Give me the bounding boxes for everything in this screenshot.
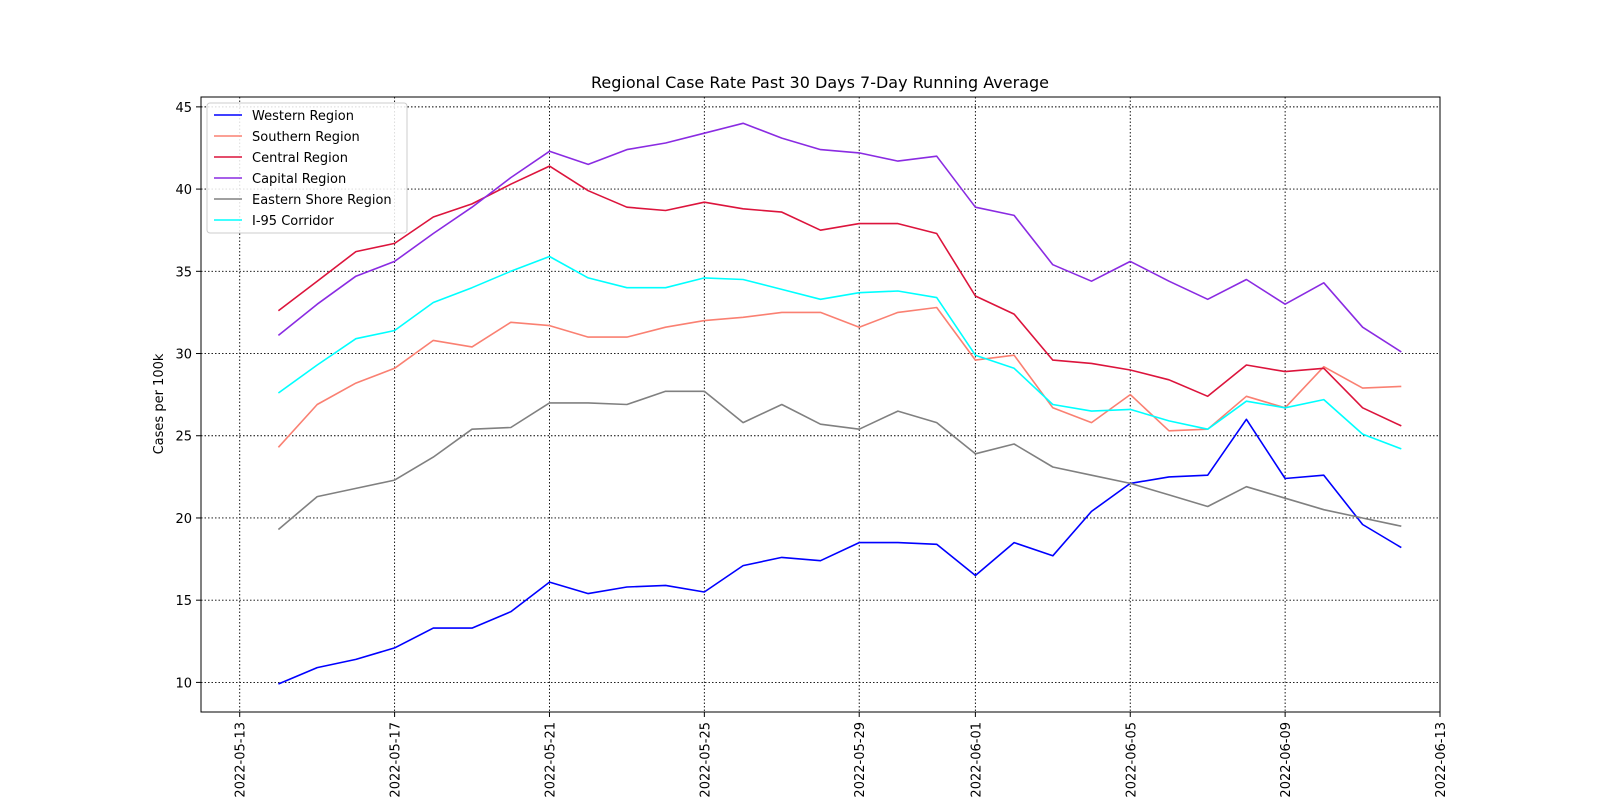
x-tick-label: 2022-05-21: [543, 722, 558, 798]
y-tick-label: 25: [175, 430, 192, 445]
x-tick-label: 2022-05-17: [389, 722, 404, 798]
series-line-5: [277, 255, 1402, 450]
y-tick-label: 40: [175, 183, 192, 198]
series-line-4: [277, 390, 1402, 531]
y-axis-label: Cases per 100k: [152, 353, 167, 454]
x-tick-label: 2022-06-01: [969, 722, 984, 798]
y-tick-label: 30: [175, 348, 192, 363]
legend-label: Capital Region: [252, 172, 346, 187]
chart-title: Regional Case Rate Past 30 Days 7-Day Ru…: [591, 73, 1049, 92]
legend: Western Region Southern Region Central Reg…: [206, 102, 408, 234]
series-line-3: [277, 122, 1402, 353]
x-tick-label: 2022-06-05: [1124, 722, 1139, 798]
series-lines: [277, 122, 1402, 685]
x-axis-ticks: 2022-05-13 2022-05-17 2022-05-21 2022-05-25…: [234, 712, 1449, 798]
y-tick-label: 15: [175, 594, 192, 609]
x-tick-label: 2022-06-09: [1279, 722, 1294, 798]
y-axis-ticks: 10 15 20 25 30 35 40 45: [175, 101, 201, 691]
x-tick-label: 2022-05-13: [234, 722, 249, 798]
legend-box: [206, 102, 408, 234]
plot-frame: [200, 96, 1441, 713]
series-line-0: [278, 418, 1402, 685]
series-line-2: [277, 165, 1402, 427]
legend-label: Eastern Shore Region: [252, 193, 392, 208]
x-tick-label: 2022-05-25: [698, 722, 713, 798]
legend-label: Southern Region: [252, 130, 360, 145]
y-tick-label: 35: [175, 265, 192, 280]
x-tick-label: 2022-06-13: [1434, 722, 1449, 798]
x-tick-label: 2022-05-29: [853, 722, 868, 798]
y-tick-label: 45: [175, 101, 192, 116]
legend-label: Central Region: [252, 151, 348, 166]
legend-label: Western Region: [252, 109, 354, 124]
y-tick-label: 20: [175, 512, 192, 527]
y-tick-label: 10: [175, 676, 192, 691]
legend-label: I-95 Corridor: [252, 214, 335, 229]
